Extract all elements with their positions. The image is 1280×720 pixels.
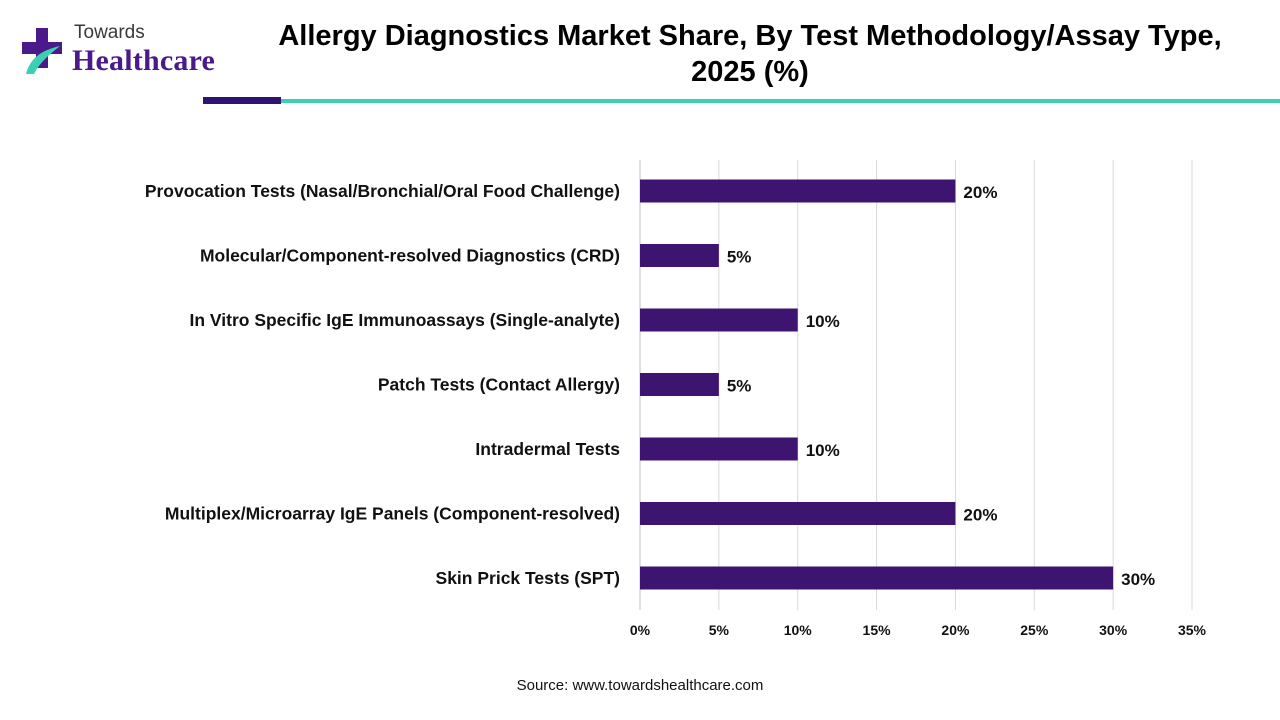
- chart-title: Allergy Diagnostics Market Share, By Tes…: [250, 18, 1250, 90]
- chart-title-line-1: Allergy Diagnostics Market Share, By Tes…: [278, 20, 1222, 52]
- bar: [640, 373, 719, 396]
- data-label: 20%: [963, 183, 997, 202]
- brand-logo: Towards Healthcare: [20, 18, 240, 88]
- data-label: 10%: [806, 312, 840, 331]
- category-label: Provocation Tests (Nasal/Bronchial/Oral …: [145, 181, 620, 201]
- x-tick-label: 15%: [863, 622, 892, 638]
- x-tick-label: 35%: [1178, 622, 1207, 638]
- x-tick-label: 25%: [1020, 622, 1049, 638]
- bar: [640, 502, 956, 525]
- category-label: Skin Prick Tests (SPT): [436, 568, 620, 588]
- data-label: 20%: [963, 506, 997, 525]
- header-rule: [281, 99, 1280, 103]
- category-label: Molecular/Component-resolved Diagnostics…: [200, 246, 620, 266]
- source-note: Source: www.towardshealthcare.com: [516, 677, 764, 694]
- x-tick-label: 10%: [784, 622, 813, 638]
- data-label: 10%: [806, 441, 840, 460]
- chart-title-line-2: 2025 (%): [691, 56, 809, 88]
- header-rule-accent: [203, 97, 281, 104]
- data-label: 5%: [727, 377, 752, 396]
- bar: [640, 308, 798, 332]
- bar: [640, 244, 719, 267]
- bar: [640, 437, 798, 461]
- data-label: 5%: [727, 248, 752, 267]
- x-tick-label: 30%: [1099, 622, 1128, 638]
- x-tick-label: 0%: [630, 622, 651, 638]
- data-label: 30%: [1121, 570, 1155, 589]
- x-tick-label: 5%: [709, 622, 730, 638]
- health-cross-icon: [22, 28, 62, 74]
- bar: [640, 566, 1114, 590]
- category-label: Patch Tests (Contact Allergy): [378, 375, 620, 395]
- category-label: Intradermal Tests: [475, 439, 620, 459]
- category-label: Multiplex/Microarray IgE Panels (Compone…: [165, 504, 620, 524]
- x-tick-label: 20%: [941, 622, 970, 638]
- brand-line-towards: Towards: [74, 22, 145, 43]
- category-label: In Vitro Specific IgE Immunoassays (Sing…: [190, 310, 621, 330]
- brand-line-healthcare: Healthcare: [72, 44, 216, 77]
- bar: [640, 179, 956, 203]
